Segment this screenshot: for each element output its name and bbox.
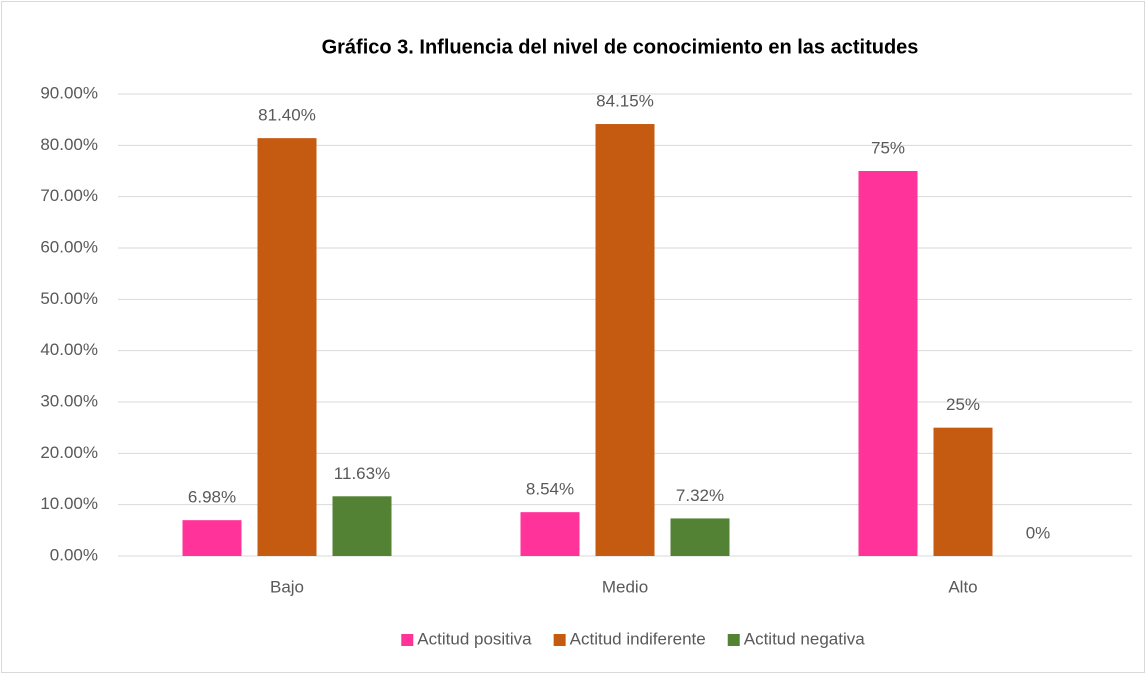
y-tick-label: 70.00%	[40, 186, 98, 205]
value-label: 81.40%	[258, 106, 316, 125]
value-label: 7.32%	[676, 486, 724, 505]
value-label: 0%	[1026, 523, 1051, 542]
y-tick-label: 80.00%	[40, 135, 98, 154]
y-tick-label: 20.00%	[40, 443, 98, 462]
bar	[670, 518, 730, 556]
legend-swatch	[401, 634, 414, 646]
value-label: 8.54%	[526, 480, 574, 499]
x-tick-label: Alto	[948, 577, 977, 596]
y-tick-label: 40.00%	[40, 340, 98, 359]
bar	[332, 496, 392, 556]
bar	[933, 427, 993, 556]
value-label: 25%	[946, 395, 980, 414]
bar	[520, 512, 580, 556]
value-label: 84.15%	[596, 92, 654, 111]
value-label: 11.63%	[334, 464, 390, 483]
y-tick-label: 0.00%	[50, 545, 98, 564]
legend-swatch	[727, 634, 740, 646]
y-tick-label: 10.00%	[40, 494, 98, 513]
chart-title: Gráfico 3. Influencia del nivel de conoc…	[322, 36, 919, 58]
x-tick-label: Bajo	[270, 577, 304, 596]
y-tick-label: 90.00%	[40, 83, 98, 102]
bar	[595, 124, 655, 556]
legend-swatch	[553, 634, 566, 646]
legend-label: Actitud positiva	[417, 629, 532, 648]
bar	[858, 171, 918, 556]
legend-label: Actitud negativa	[744, 629, 866, 648]
legend-label: Actitud indiferente	[570, 629, 706, 648]
bar	[257, 138, 317, 556]
value-label: 75%	[871, 138, 905, 157]
value-label: 6.98%	[188, 488, 236, 507]
x-tick-label: Medio	[602, 577, 648, 596]
y-tick-label: 50.00%	[40, 289, 98, 308]
bar	[182, 520, 242, 556]
y-tick-label: 30.00%	[40, 391, 98, 410]
y-tick-label: 60.00%	[40, 237, 98, 256]
